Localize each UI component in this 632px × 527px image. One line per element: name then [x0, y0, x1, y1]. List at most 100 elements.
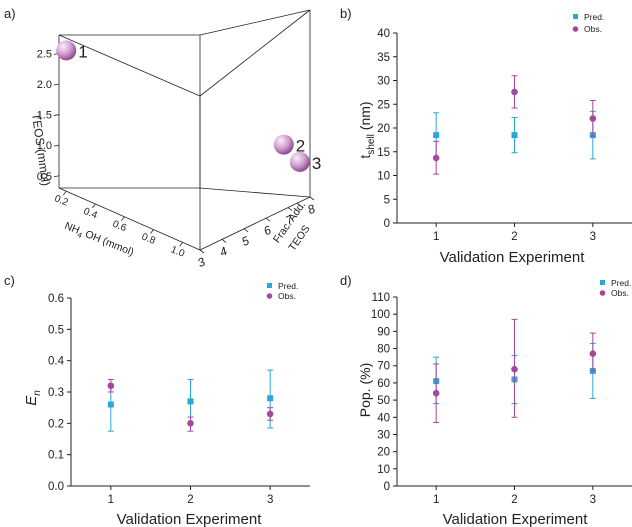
x-tick-mark: [150, 229, 154, 234]
obs-point: [187, 420, 194, 427]
y-tick-label: 0.2: [48, 418, 64, 430]
y-axis-title: En: [23, 390, 43, 406]
legend-label-pred: Pred.: [278, 281, 298, 291]
point-label: 1: [78, 42, 87, 61]
x-tick-label: 3: [590, 494, 596, 506]
obs-point: [511, 88, 518, 96]
y-tick-label: 25: [377, 99, 390, 111]
y-tick-label: 3: [195, 254, 207, 270]
y-tick-label: 110: [372, 292, 390, 304]
x-tick-label: 2: [511, 494, 517, 506]
y-tick-label: 50: [377, 395, 390, 407]
y-tick-mark: [199, 249, 205, 254]
legend-marker-pred: [600, 280, 605, 285]
y-tick-label: 35: [377, 52, 390, 64]
x-axis-title: Validation Experiment: [117, 511, 263, 527]
cube-edge: [58, 34, 201, 97]
cube-edge: [199, 187, 311, 198]
y-tick-label: 15: [377, 147, 390, 159]
cube-edge: [58, 187, 201, 251]
plot-area: 0 10 20 30 40 50 60 70 80 90 100 110 1 2 3: [371, 292, 632, 506]
x-tick-label: 0.8: [140, 232, 157, 248]
y-tick-label: 10: [377, 171, 390, 183]
y-tick-label: 90: [377, 326, 390, 338]
cube-edge: [199, 9, 311, 36]
legend-label-pred: Pred.: [584, 12, 604, 22]
y-axis-title: tshell (nm): [357, 101, 377, 158]
x-axis-title: Validation Experiment: [443, 511, 589, 527]
y-tick-mark: [309, 196, 315, 201]
x-tick-label: 3: [590, 231, 596, 243]
z-tick-mark: [53, 83, 60, 86]
legend-label-obs: Obs.: [584, 24, 602, 34]
z-tick-label: 1.0: [37, 140, 52, 152]
y-tick-mark: [243, 228, 249, 233]
x-tick-label: 1: [433, 494, 439, 506]
y-tick-mark: [287, 207, 293, 211]
x-tick-label: 1: [433, 231, 439, 243]
plot-area: 0 5 10 15 20 25 30 35 40 1 2 3: [377, 28, 632, 243]
y-tick-label: 20: [377, 447, 390, 459]
y-tick-label: 100: [371, 309, 390, 321]
y-tick-label: 4: [217, 244, 229, 260]
panel-d-label: d): [340, 273, 352, 288]
z-tick-label: 2.0: [37, 79, 52, 91]
y-tick-label: 40: [377, 412, 390, 424]
cube-edge: [199, 9, 311, 97]
y-tick-label: 5: [384, 194, 390, 206]
x-axis-title: Validation Experiment: [440, 249, 586, 266]
obs-point: [432, 389, 440, 397]
x-tick-mark: [121, 216, 125, 222]
cube-edge: [199, 196, 311, 251]
panel-a-3d-scatter: a) 0.51.01.52.02.5 0.20.40.60.81.0 34567…: [4, 6, 321, 270]
x-tick-mark: [62, 190, 67, 196]
obs-point: [107, 382, 115, 390]
y-tick-mark: [265, 217, 271, 222]
x-tick-label: 1.0: [169, 244, 186, 260]
panel-b-shell-thickness: b) tshell (nm) Validation Experiment 0 5 1…: [340, 6, 632, 266]
x-tick-label: 0.2: [53, 193, 70, 209]
obs-point: [589, 350, 597, 358]
panel-d-population: d) Pop. (%) Validation Experiment 0 10 20 3…: [340, 273, 632, 527]
legend-marker-obs: [266, 293, 273, 299]
pred-point: [187, 398, 194, 405]
x-tick-mark: [179, 242, 183, 247]
obs-point: [266, 410, 274, 418]
sphere-point: [289, 151, 310, 172]
panel-b-label: b): [340, 6, 352, 21]
y-tick-label: 0: [384, 218, 390, 230]
z-tick-label: 0.5: [37, 171, 52, 183]
y-tick-label: 60: [377, 378, 390, 390]
y-tick-label: 80: [377, 344, 390, 356]
y-tick-label: 0.0: [48, 481, 64, 493]
legend-marker-obs: [599, 290, 606, 296]
y-tick-label: 30: [377, 76, 390, 88]
legend-marker-pred: [573, 14, 578, 19]
legend: Pred. Obs.: [572, 12, 604, 34]
y-tick-label: 0.4: [48, 356, 65, 368]
point-group: 1 23: [56, 40, 321, 173]
panel-c-label: c): [4, 273, 15, 288]
sphere-point: [273, 134, 294, 155]
x-axis-ticks: 0.2 0.4 0.6 0.8 1.0: [53, 190, 186, 260]
z-tick-mark: [53, 144, 60, 147]
legend-label-obs: Obs.: [611, 288, 629, 298]
x-tick-mark: [92, 203, 96, 209]
z-tick-label: 1.5: [37, 110, 52, 122]
panel-c-en: c) En Validation Experiment 0.0 0.1 0.2 0.3…: [4, 273, 310, 527]
z-axis-ticks: 0.5 1.0 1.5 2.0 2.5: [37, 48, 60, 183]
pred-point: [433, 132, 440, 139]
z-tick-mark: [53, 114, 60, 116]
y-tick-label: 10: [377, 464, 390, 476]
sphere-point: [56, 40, 77, 61]
obs-point: [432, 154, 440, 162]
y-tick-label: 0.5: [48, 324, 64, 336]
z-tick-label: 2.5: [37, 48, 52, 60]
x-tick-label: 2: [187, 494, 193, 506]
legend-label-pred: Pred.: [611, 278, 631, 288]
legend-marker-pred: [267, 283, 272, 288]
pred-point: [511, 132, 518, 139]
obs-point: [511, 365, 518, 373]
y-tick-mark: [221, 239, 227, 243]
pred-point: [267, 395, 274, 402]
